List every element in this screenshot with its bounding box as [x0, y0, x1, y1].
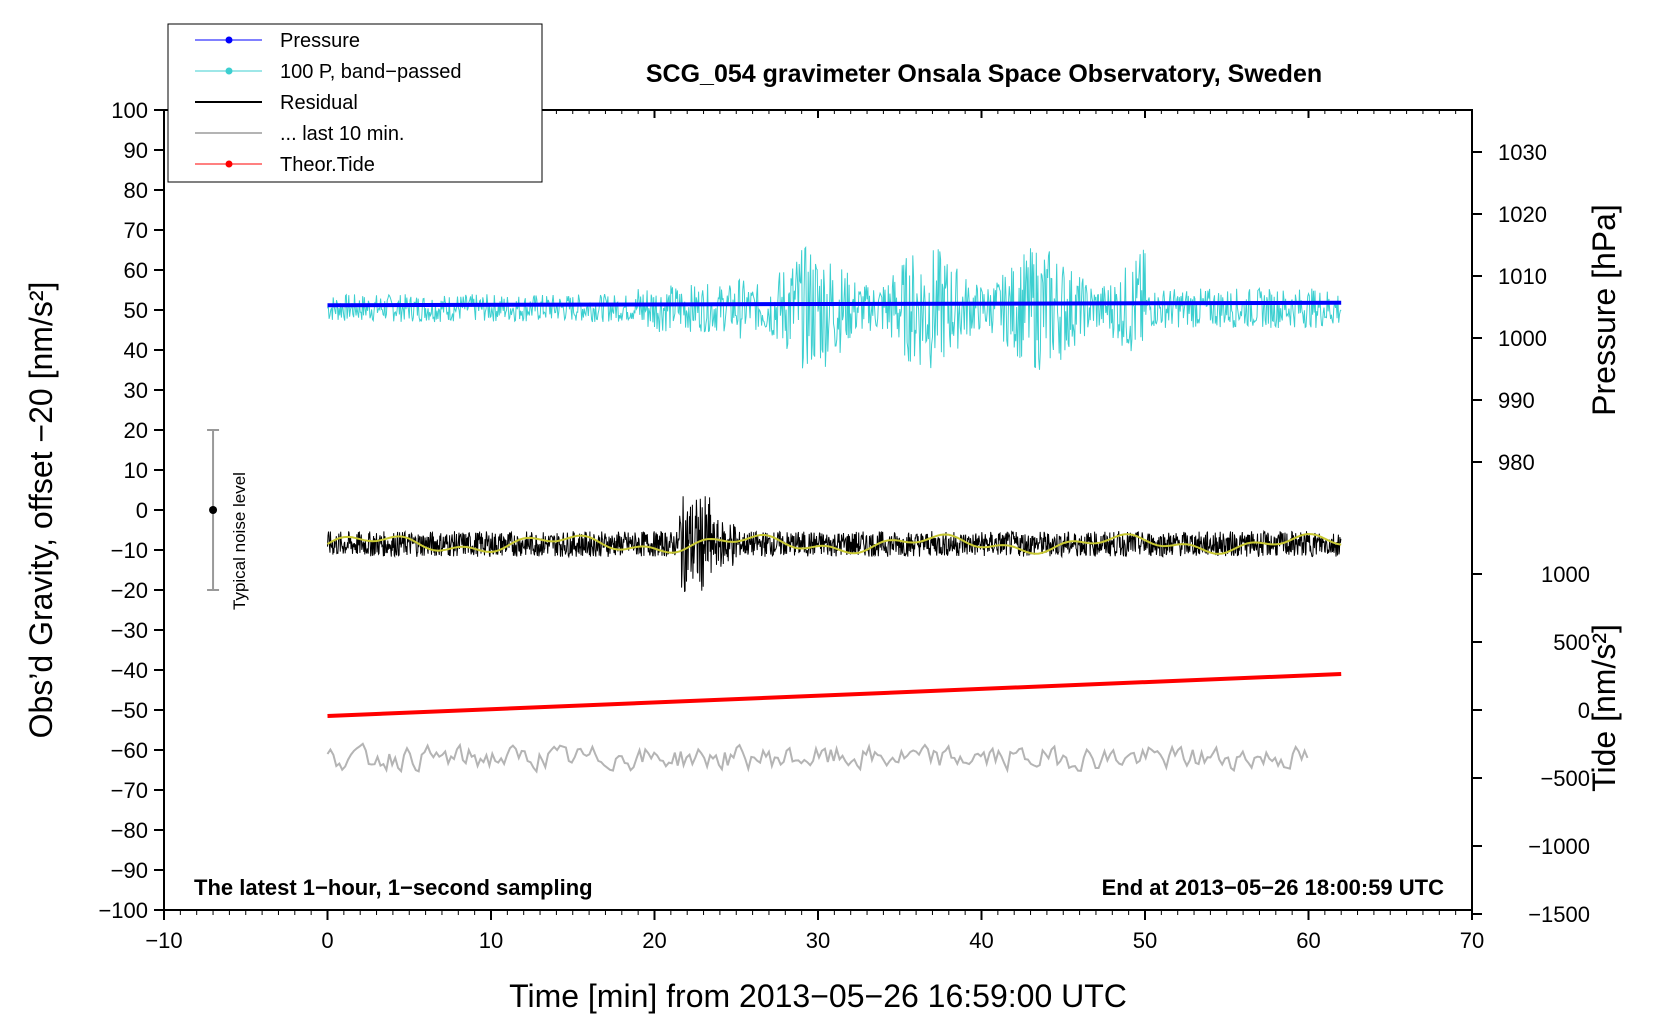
- x-axis-title: Time [min] from 2013−05−26 16:59:00 UTC: [509, 978, 1127, 1014]
- x-tick-label: 20: [642, 928, 666, 953]
- y-tick-label: 10: [124, 458, 148, 483]
- y-tick-label: 60: [124, 258, 148, 283]
- y-tick-label: −30: [111, 618, 148, 643]
- noise-level-bar: [207, 429, 220, 591]
- y-tick-label: −80: [111, 818, 148, 843]
- pressure-tick-label: 980: [1498, 450, 1535, 475]
- pressure-tick-label: 1030: [1498, 140, 1547, 165]
- y-tick-label: −70: [111, 778, 148, 803]
- legend-marker: [225, 67, 233, 75]
- y-tick-label: −10: [111, 538, 148, 563]
- x-tick-label: −10: [145, 928, 182, 953]
- y-tick-label: −50: [111, 698, 148, 723]
- noise-bar-center: [209, 506, 218, 514]
- series-pressure: [327, 300, 1342, 308]
- y-tick-label: 40: [124, 338, 148, 363]
- y-tick-label: 90: [124, 138, 148, 163]
- x-tick-label: 30: [806, 928, 830, 953]
- tide-tick-label: −1500: [1528, 902, 1590, 927]
- tide-tick-label: 500: [1553, 630, 1590, 655]
- pressure-axis-ticks: 1030 1020 1010 1000 990 980: [1472, 140, 1547, 475]
- legend-label: Theor.Tide: [280, 154, 375, 176]
- legend-label: 100 P, band−passed: [280, 61, 461, 83]
- series-residual-smoothed: [326, 532, 1342, 555]
- y-tick-label: −60: [111, 738, 148, 763]
- pressure-axis-title: Pressure [hPa]: [1586, 204, 1622, 416]
- legend-label: Residual: [280, 92, 358, 114]
- pressure-tick-label: 1000: [1498, 326, 1547, 351]
- y-tick-label: −100: [98, 898, 148, 923]
- y-tick-label: 0: [136, 498, 148, 523]
- y-tick-label: −20: [111, 578, 148, 603]
- x-tick-label: 50: [1133, 928, 1157, 953]
- pressure-tick-label: 1020: [1498, 202, 1547, 227]
- x-tick-label: 10: [479, 928, 503, 953]
- y-axis-ticks: 1009080706050403020100−10−20−30−40−50−60…: [98, 98, 164, 923]
- x-axis-ticks: −10 0 10 20 30 40 50 60 70: [145, 110, 1484, 953]
- x-tick-label: 40: [969, 928, 993, 953]
- y-tick-label: 20: [124, 418, 148, 443]
- tide-axis-ticks: 1000 500 0 −500 −1000 −1500: [1472, 562, 1590, 927]
- tide-tick-label: 0: [1578, 698, 1590, 723]
- tide-tick-label: −500: [1540, 766, 1590, 791]
- legend-marker: [225, 36, 233, 44]
- legend: Pressure 100 P, band−passed Residual ... la…: [167, 23, 543, 183]
- x-tick-label: 0: [321, 928, 333, 953]
- annotation-sampling: The latest 1−hour, 1−second sampling: [194, 875, 593, 900]
- series-layer: [326, 245, 1342, 774]
- y-tick-label: 30: [124, 378, 148, 403]
- series-pressure-bandpassed: [327, 245, 1342, 370]
- tide-tick-label: −1000: [1528, 834, 1590, 859]
- y-tick-label: −90: [111, 858, 148, 883]
- y-axis-title: Obs’d Gravity, offset −20 [nm/s²]: [23, 282, 59, 739]
- annotation-end-time: End at 2013−05−26 18:00:59 UTC: [1102, 875, 1445, 900]
- series-last-10-min: [326, 742, 1309, 774]
- y-tick-label: 100: [111, 98, 148, 123]
- legend-marker: [225, 160, 233, 168]
- tide-axis-title: Tide [nm/s²]: [1586, 624, 1622, 792]
- series-theor-tide: [327, 672, 1342, 718]
- x-tick-label: 60: [1296, 928, 1320, 953]
- noise-level-label: Typical noise level: [230, 472, 249, 610]
- y-tick-label: 70: [124, 218, 148, 243]
- chart-title: SCG_054 gravimeter Onsala Space Observat…: [646, 60, 1322, 88]
- pressure-tick-label: 990: [1498, 388, 1535, 413]
- tide-tick-label: 1000: [1541, 562, 1590, 587]
- y-tick-label: −40: [111, 658, 148, 683]
- pressure-tick-label: 1010: [1498, 264, 1547, 289]
- legend-label: ... last 10 min.: [280, 123, 405, 145]
- x-tick-label: 70: [1460, 928, 1484, 953]
- legend-items: Pressure 100 P, band−passed Residual ... la…: [195, 30, 461, 176]
- y-tick-label: 50: [124, 298, 148, 323]
- legend-label: Pressure: [280, 30, 360, 52]
- y-tick-label: 80: [124, 178, 148, 203]
